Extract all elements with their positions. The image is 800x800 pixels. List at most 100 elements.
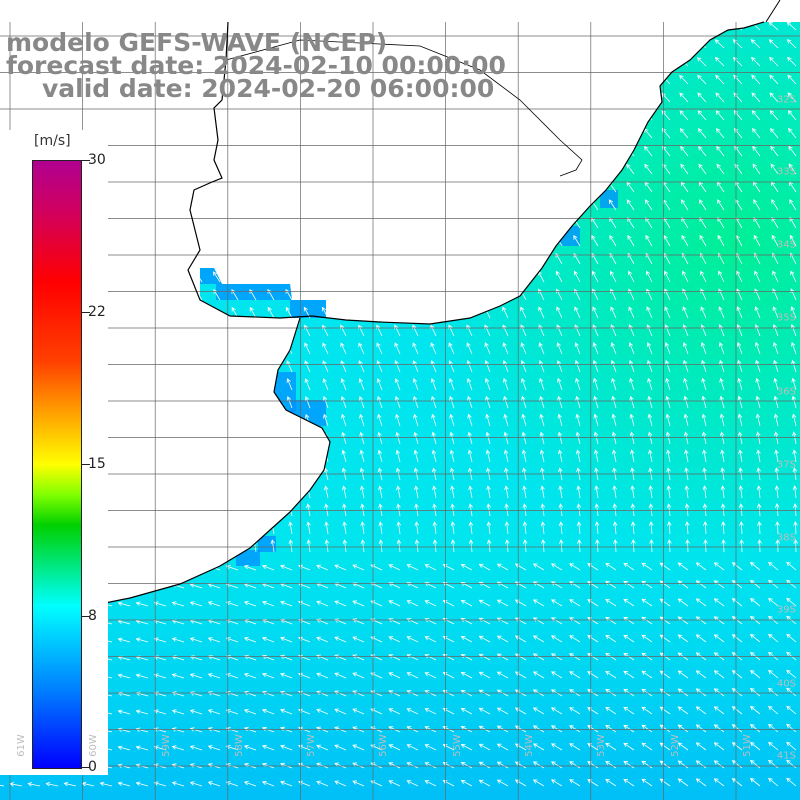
wind-arrow bbox=[556, 342, 563, 355]
wind-arrow bbox=[623, 706, 635, 715]
wind-arrow bbox=[532, 779, 545, 787]
wind-arrow bbox=[352, 744, 365, 751]
colorbar-tick-label: 8 bbox=[88, 608, 97, 624]
colorbar-unit: [m/s] bbox=[34, 133, 71, 149]
wind-arrow bbox=[683, 413, 689, 427]
wind-arrow bbox=[609, 217, 617, 229]
wind-arrow bbox=[478, 761, 491, 769]
wind-arrow bbox=[593, 449, 599, 463]
wind-arrow bbox=[460, 636, 473, 643]
wind-arrow bbox=[449, 413, 455, 427]
wind-arrow bbox=[737, 377, 743, 391]
wind-arrow bbox=[593, 413, 599, 427]
wind-arrow bbox=[414, 521, 420, 535]
wind-arrow bbox=[521, 395, 527, 409]
wind-arrow bbox=[340, 378, 347, 391]
wind-arrow bbox=[569, 743, 581, 751]
wind-arrow bbox=[388, 564, 401, 571]
wind-arrow bbox=[685, 521, 690, 535]
wind-arrow bbox=[775, 539, 780, 553]
colorbar-tick bbox=[82, 767, 90, 768]
wind-arrow bbox=[623, 724, 635, 733]
wind-arrow bbox=[377, 413, 383, 427]
wind-arrow bbox=[713, 724, 725, 733]
wind-arrow bbox=[715, 110, 725, 121]
wind-arrow bbox=[677, 634, 689, 643]
wind-arrow bbox=[755, 341, 761, 355]
wind-arrow bbox=[521, 449, 527, 463]
wind-arrow bbox=[334, 744, 347, 751]
wind-arrow bbox=[207, 709, 221, 715]
wind-arrow bbox=[665, 395, 671, 409]
wind-arrow bbox=[786, 723, 797, 733]
wind-arrow bbox=[610, 288, 617, 301]
wind-arrow bbox=[569, 725, 581, 733]
wind-arrow bbox=[666, 503, 672, 517]
wind-arrow bbox=[641, 634, 653, 643]
wind-arrow bbox=[736, 341, 743, 355]
wind-arrow bbox=[394, 360, 401, 373]
wind-arrow bbox=[550, 671, 563, 679]
wind-arrow bbox=[135, 673, 149, 679]
wind-arrow bbox=[556, 306, 563, 319]
wind-arrow bbox=[695, 706, 707, 715]
wind-arrow bbox=[717, 199, 725, 211]
wind-arrow bbox=[715, 92, 725, 103]
wind-arrow bbox=[659, 598, 671, 607]
wind-arrow bbox=[576, 485, 581, 499]
wind-arrow bbox=[550, 761, 563, 769]
wind-arrow bbox=[629, 413, 635, 427]
wind-arrow bbox=[520, 306, 527, 319]
wind-arrow bbox=[768, 759, 779, 769]
wind-arrow bbox=[153, 673, 167, 679]
wind-arrow bbox=[659, 706, 671, 715]
wind-arrow bbox=[703, 521, 708, 535]
wind-arrow bbox=[665, 359, 671, 373]
wind-arrow bbox=[677, 688, 689, 697]
wind-arrow bbox=[752, 145, 761, 157]
wind-arrow bbox=[575, 449, 581, 463]
wind-arrow bbox=[755, 359, 761, 373]
wind-arrow bbox=[442, 636, 455, 643]
wind-arrow bbox=[334, 636, 347, 643]
wind-arrow bbox=[522, 485, 527, 499]
wind-arrow bbox=[713, 778, 725, 787]
wind-arrow bbox=[460, 762, 473, 769]
wind-arrow bbox=[532, 563, 545, 571]
wind-arrow bbox=[413, 431, 419, 445]
wind-arrow bbox=[503, 377, 509, 391]
wind-arrow bbox=[323, 485, 329, 499]
wind-arrow bbox=[593, 431, 599, 445]
wind-arrow bbox=[225, 709, 239, 715]
wind-arrow bbox=[388, 780, 401, 787]
wind-arrow bbox=[539, 413, 545, 427]
wind-arrow bbox=[701, 413, 707, 427]
wind-arrow bbox=[659, 778, 671, 787]
wind-arrow bbox=[594, 485, 599, 499]
wind-arrow bbox=[559, 539, 564, 553]
wind-arrow bbox=[623, 742, 635, 751]
wind-arrow bbox=[450, 503, 455, 517]
wind-arrow bbox=[467, 449, 473, 463]
wind-arrow bbox=[532, 581, 545, 589]
wind-arrow bbox=[280, 672, 293, 679]
wind-arrow bbox=[591, 270, 599, 283]
wind-arrow bbox=[713, 634, 725, 643]
wind-arrow bbox=[696, 57, 707, 67]
wind-arrow bbox=[679, 74, 689, 85]
wind-arrow bbox=[749, 669, 761, 679]
wind-arrow bbox=[628, 270, 635, 283]
wind-arrow bbox=[334, 654, 347, 661]
wind-arrow bbox=[659, 760, 671, 769]
wind-arrow bbox=[171, 727, 185, 733]
wind-arrow bbox=[667, 539, 672, 553]
wind-arrow bbox=[270, 539, 276, 553]
wind-arrow bbox=[774, 431, 779, 445]
wind-arrow bbox=[736, 270, 743, 283]
lat-label: 41S bbox=[776, 750, 796, 762]
wind-arrow bbox=[448, 342, 455, 355]
wind-arrow bbox=[611, 395, 617, 409]
wind-arrow bbox=[649, 539, 654, 553]
wind-arrow bbox=[378, 539, 384, 553]
coastal-cell bbox=[290, 300, 326, 318]
